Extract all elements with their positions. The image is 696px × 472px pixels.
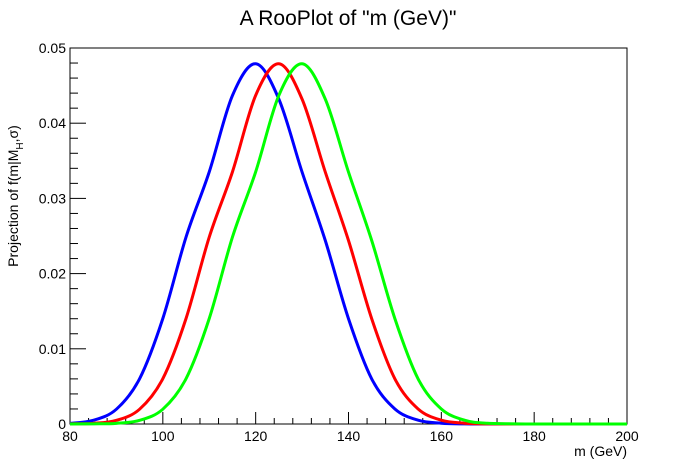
y-tick-label: 0.02	[39, 266, 66, 282]
curves	[69, 62, 627, 426]
y-axis: 0 0.01 0.02 0.03 0.04 0.05	[39, 40, 86, 432]
curve-series-3	[69, 62, 627, 426]
x-tick-label: 80	[62, 428, 78, 444]
y-tick-label: 0.01	[39, 341, 66, 357]
x-tick-label: 100	[151, 428, 175, 444]
y-tick-label: 0.03	[39, 190, 66, 206]
chart-title: A RooPlot of "m (GeV)"	[240, 7, 457, 30]
x-tick-label: 180	[522, 428, 546, 444]
y-axis-title-subscript: H	[15, 142, 26, 149]
y-axis-title-main: Projection of f(m|M	[5, 150, 21, 267]
x-axis: 80 100 120 140 160 180 200	[62, 412, 639, 444]
y-tick-label: 0	[58, 416, 66, 432]
x-tick-label: 160	[430, 428, 454, 444]
x-axis-title: m (GeV)	[574, 443, 627, 459]
x-tick-label: 200	[615, 428, 639, 444]
x-tick-label: 120	[244, 428, 268, 444]
y-axis-title: Projection of f(m|MH,σ)	[5, 125, 26, 267]
curve-series-2	[69, 62, 627, 426]
y-axis-title-tail: ,σ)	[5, 125, 21, 142]
y-tick-label: 0.04	[39, 115, 66, 131]
x-tick-label: 140	[337, 428, 361, 444]
y-tick-label: 0.05	[39, 40, 66, 56]
